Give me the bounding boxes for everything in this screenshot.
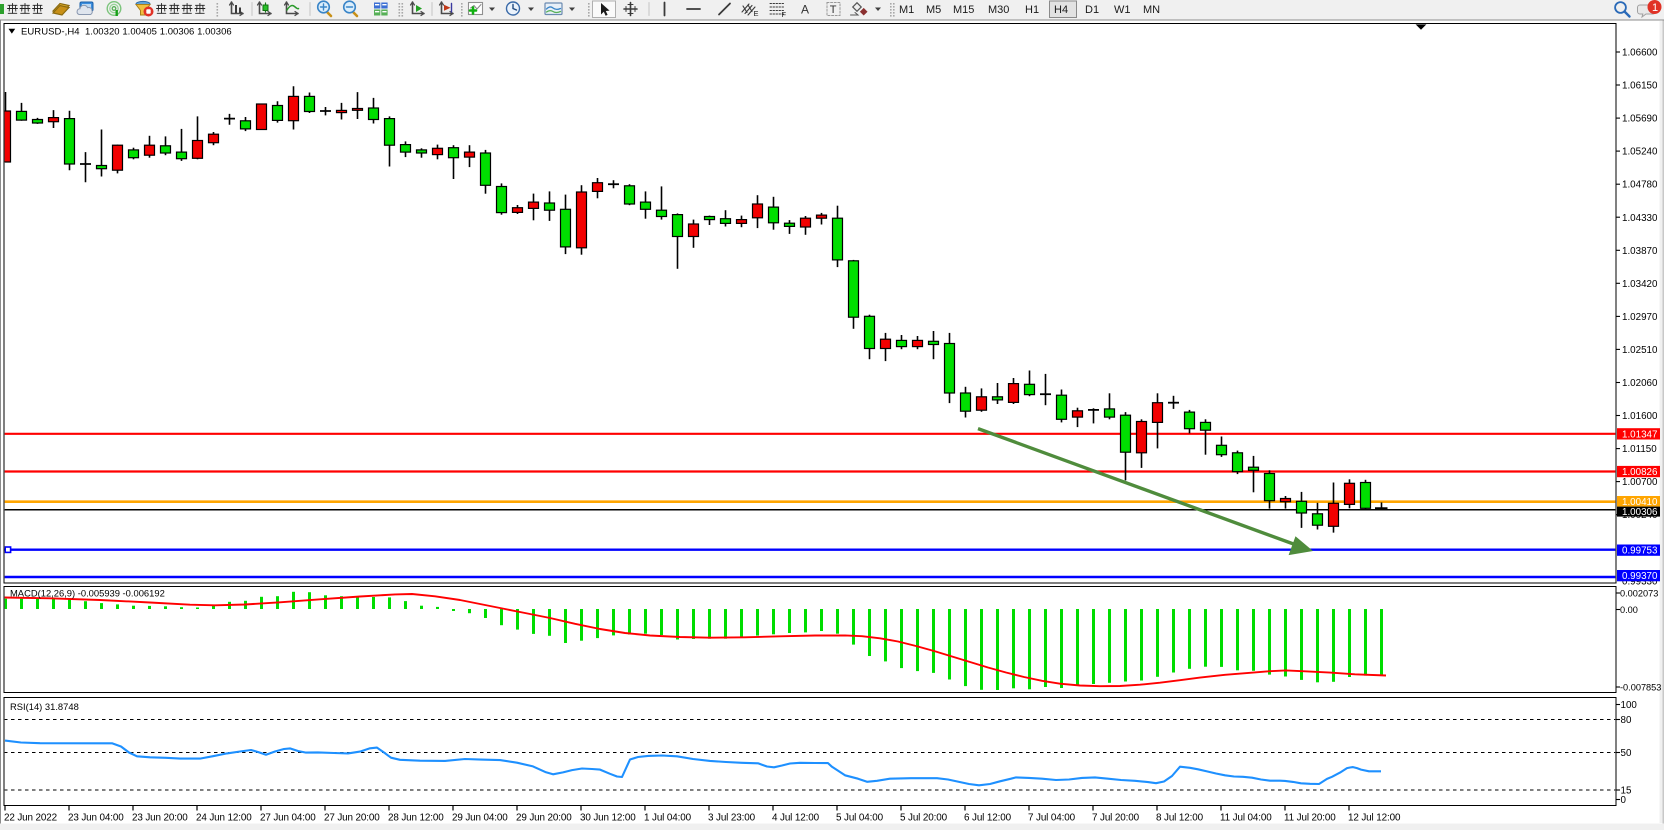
svg-text:M30: M30 (988, 4, 1009, 16)
svg-text:0.00: 0.00 (1620, 605, 1638, 615)
svg-text:1.06600: 1.06600 (1622, 48, 1658, 59)
svg-text:5 Jul 20:00: 5 Jul 20:00 (900, 812, 948, 823)
svg-text:23 Jun 20:00: 23 Jun 20:00 (132, 812, 188, 823)
svg-text:27 Jun 20:00: 27 Jun 20:00 (324, 812, 380, 823)
svg-text:29 Jun 20:00: 29 Jun 20:00 (516, 812, 572, 823)
svg-text:11 Jul 04:00: 11 Jul 04:00 (1220, 812, 1272, 823)
svg-text:1.01347: 1.01347 (1622, 429, 1657, 440)
svg-text:1.00700: 1.00700 (1622, 477, 1658, 488)
svg-text:8 Jul 12:00: 8 Jul 12:00 (1156, 812, 1204, 823)
svg-text:7 Jul 04:00: 7 Jul 04:00 (1028, 812, 1076, 823)
svg-text:MACD(12,26,9) -0.005939 -0.006: MACD(12,26,9) -0.005939 -0.006192 (10, 587, 165, 598)
svg-text:15: 15 (1621, 786, 1632, 797)
svg-text:28 Jun 12:00: 28 Jun 12:00 (388, 812, 444, 823)
svg-text:D1: D1 (1085, 4, 1099, 16)
svg-text:0: 0 (1621, 795, 1627, 806)
svg-text:1.00306: 1.00306 (1622, 507, 1658, 518)
svg-text:1: 1 (1652, 2, 1658, 14)
svg-text:F: F (782, 10, 787, 19)
svg-text:0.99753: 0.99753 (1622, 546, 1658, 557)
svg-text:29 Jun 04:00: 29 Jun 04:00 (452, 812, 508, 823)
svg-text:1 Jul 04:00: 1 Jul 04:00 (644, 812, 692, 823)
svg-text:1.03420: 1.03420 (1622, 279, 1658, 290)
svg-text:H1: H1 (1025, 4, 1039, 16)
svg-text:1.01600: 1.01600 (1622, 411, 1658, 422)
svg-text:1.02060: 1.02060 (1622, 378, 1658, 389)
svg-text:M5: M5 (926, 4, 941, 16)
svg-text:7 Jul 20:00: 7 Jul 20:00 (1092, 812, 1140, 823)
svg-text:5 Jul 04:00: 5 Jul 04:00 (836, 812, 884, 823)
svg-text:1.06150: 1.06150 (1622, 81, 1658, 92)
svg-text:1.00410: 1.00410 (1622, 497, 1658, 508)
svg-text:1.05240: 1.05240 (1622, 147, 1658, 158)
svg-text:22 Jun 2022: 22 Jun 2022 (4, 812, 57, 823)
svg-text:23 Jun 04:00: 23 Jun 04:00 (68, 812, 124, 823)
svg-text:E: E (754, 9, 759, 18)
svg-text:1.01150: 1.01150 (1622, 444, 1657, 455)
svg-text:24 Jun 12:00: 24 Jun 12:00 (196, 812, 252, 823)
svg-text:1.04330: 1.04330 (1622, 213, 1658, 224)
svg-text:A: A (801, 3, 809, 17)
svg-text:4 Jul 12:00: 4 Jul 12:00 (772, 812, 820, 823)
svg-text:0.99370: 0.99370 (1622, 571, 1658, 582)
svg-text:6 Jul 12:00: 6 Jul 12:00 (964, 812, 1012, 823)
svg-text:3 Jul 23:00: 3 Jul 23:00 (708, 812, 756, 823)
svg-text:EURUSD-,H4 1.00320 1.00405 1.: EURUSD-,H4 1.00320 1.00405 1.00306 1.003… (21, 27, 232, 38)
svg-text:1.04780: 1.04780 (1622, 180, 1658, 191)
svg-text:1.00826: 1.00826 (1622, 467, 1658, 478)
svg-text:27 Jun 04:00: 27 Jun 04:00 (260, 812, 316, 823)
svg-text:12 Jul 12:00: 12 Jul 12:00 (1348, 812, 1401, 823)
svg-text:1.02510: 1.02510 (1622, 345, 1658, 356)
svg-text:80: 80 (1621, 715, 1632, 726)
svg-text:100: 100 (1621, 700, 1638, 711)
svg-text:M1: M1 (899, 4, 914, 16)
svg-text:-0.007853: -0.007853 (1620, 682, 1661, 692)
svg-text:30 Jun 12:00: 30 Jun 12:00 (580, 812, 636, 823)
svg-text:1.02970: 1.02970 (1622, 312, 1658, 323)
svg-text:T: T (830, 4, 837, 16)
svg-text:RSI(14) 31.8748: RSI(14) 31.8748 (10, 701, 79, 712)
svg-text:H4: H4 (1054, 4, 1068, 16)
svg-text:0.99330: 0.99330 (1622, 576, 1658, 587)
svg-text:M15: M15 (953, 4, 974, 16)
svg-text:1.03870: 1.03870 (1622, 246, 1658, 257)
svg-text:11 Jul 20:00: 11 Jul 20:00 (1284, 812, 1336, 823)
svg-text:1.05690: 1.05690 (1622, 114, 1658, 125)
svg-text:MN: MN (1143, 4, 1160, 16)
svg-text:W1: W1 (1114, 4, 1131, 16)
svg-text:0.002073: 0.002073 (1620, 588, 1658, 598)
svg-text:50: 50 (1621, 748, 1632, 759)
